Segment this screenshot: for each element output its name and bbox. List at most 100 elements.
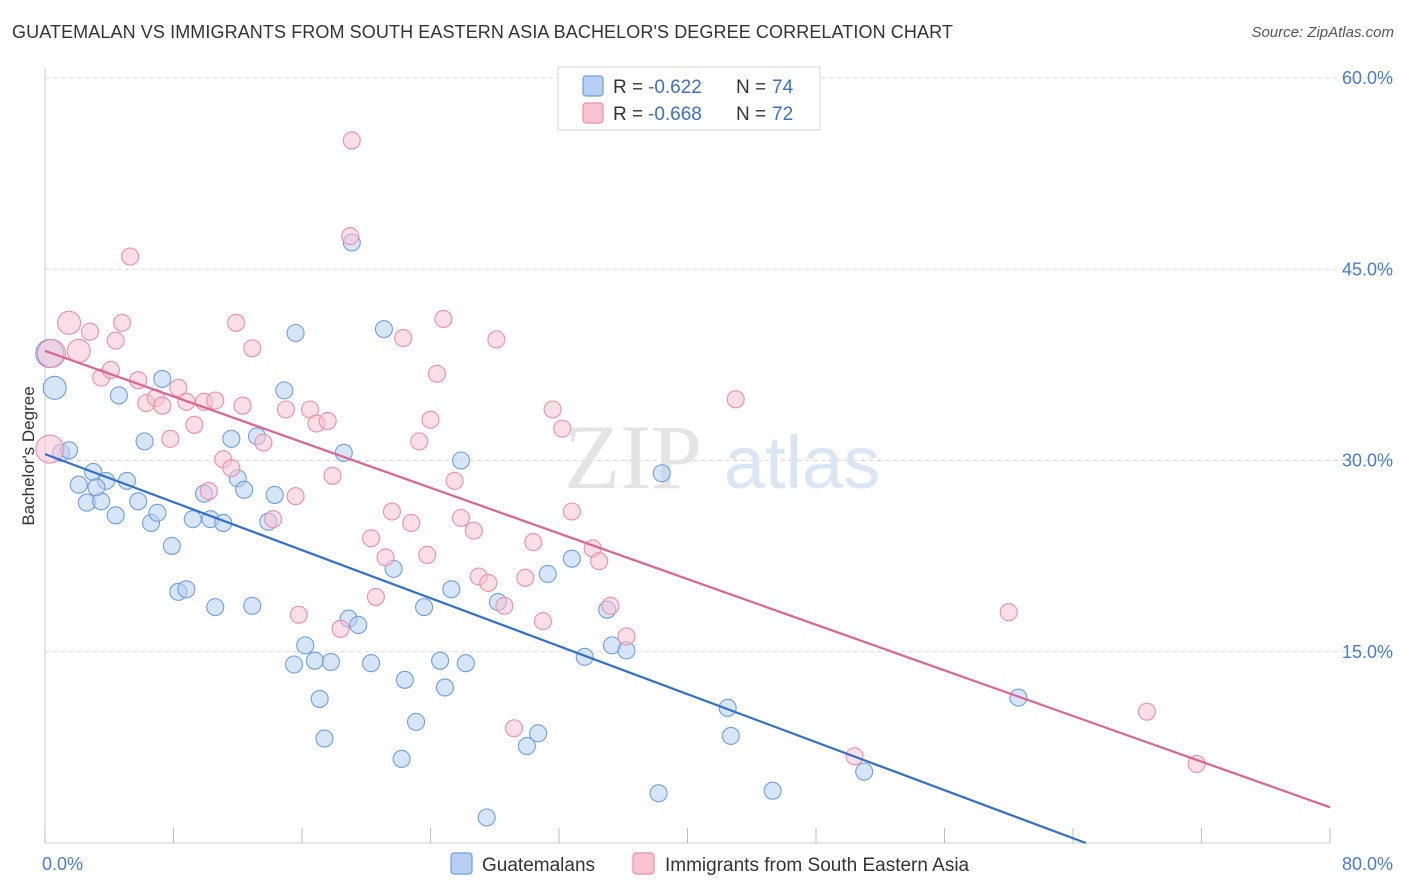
guatemalan-point-9 [106,506,125,525]
y-tick-label-3: 60.0% [1342,68,1393,88]
sea-point-39 [366,587,385,606]
guatemalan-point-53 [442,580,461,599]
guatemalan-point-45 [374,320,393,339]
guatemalan-point-58 [517,737,536,756]
sea-point-9 [121,247,140,266]
y-axis-title: Bachelor's Degree [19,386,38,525]
guatemalan-point-44 [362,654,381,673]
guatemalan-point-38 [315,729,334,748]
guatemalan-point-35 [296,636,315,655]
sea-point-38 [362,529,381,548]
sea-point-14 [161,429,180,448]
guatemalan-point-55 [456,654,475,673]
guatemalan-point-20 [183,510,202,529]
sea-point-29 [286,487,305,506]
legend-label-guatemalans: Guatemalans [482,855,595,876]
guatemalan-point-69 [721,726,740,745]
sea-point-56 [516,568,535,587]
x-tick-label-1: 80.0% [1342,854,1393,874]
guatemalan-point-32 [275,381,294,400]
guatemalan-point-23 [206,598,225,617]
guatemalan-point-60 [538,564,557,584]
series-sea-points [35,131,1206,774]
sea-point-63 [590,552,609,571]
grid-lines [45,77,1392,653]
trend-line-sea [44,349,1331,809]
sea-point-34 [323,466,342,485]
sea-point-50 [464,521,483,540]
guatemalan-point-13 [135,432,154,451]
sea-point-26 [254,433,273,452]
legend-r-label-1: R = [613,77,643,98]
sea-point-41 [382,502,402,521]
guatemalan-point-59 [529,724,548,743]
guatemalan-point-71 [855,762,874,781]
sea-point-8 [113,313,132,332]
guatemalan-point-47 [392,749,411,768]
sea-point-59 [543,400,562,419]
sea-point-7 [106,331,125,350]
sea-point-24 [233,396,252,415]
trend-lines [44,349,1331,845]
sea-point-28 [276,400,295,419]
y-tick-label-1: 30.0% [1342,451,1393,471]
legend-n-label-1: N = [736,77,766,98]
guatemalan-point-16 [153,369,172,388]
sea-point-68 [999,603,1018,622]
sea-point-36 [341,227,360,246]
guatemalan-point-52 [435,678,455,697]
sea-point-23 [227,313,246,332]
guatemalan-point-31 [265,485,284,504]
series-guatemalans-points [35,233,1028,827]
sea-point-19 [199,482,218,501]
correlation-legend: R = -0.622 N = 74 R = -0.668 N = 72 [557,66,821,131]
sea-point-43 [402,513,421,533]
sea-point-37 [342,131,361,150]
sea-point-0 [35,434,65,464]
sea-point-52 [479,573,498,592]
legend-r-value-2: -0.668 [648,104,702,125]
sea-point-40 [376,548,395,567]
sea-point-15 [169,378,188,397]
chart-title: GUATEMALAN VS IMMIGRANTS FROM SOUTH EAST… [12,22,953,42]
legend-n-value-2: 72 [772,104,793,125]
guatemalan-point-43 [349,615,368,635]
sea-point-42 [394,329,413,348]
sea-point-57 [524,533,543,552]
sea-point-33 [318,411,337,431]
source-credit: Source: ZipAtlas.com [1251,24,1394,41]
sea-point-54 [495,596,514,615]
guatemalan-point-4 [69,475,88,494]
legend-swatch-blue [582,75,604,97]
legend-n-value-1: 74 [772,77,794,98]
tick-labels: 15.0% 30.0% 45.0% 60.0% 0.0% 80.0% [42,68,1393,874]
guatemalan-point-19 [177,580,196,599]
y-tick-label-0: 15.0% [1342,642,1393,662]
sea-point-53 [487,330,506,349]
guatemalan-point-39 [321,652,340,672]
sea-point-30 [289,605,308,624]
sea-point-46 [427,364,446,383]
sea-point-58 [533,612,552,631]
sea-point-20 [206,391,225,410]
legend-r-label-2: R = [613,104,643,125]
guatemalan-point-54 [451,451,471,470]
guatemalan-point-51 [431,651,450,670]
sea-point-45 [418,545,437,564]
guatemalan-point-50 [415,598,434,617]
x-tick-label-0: 0.0% [42,854,83,874]
sea-point-25 [243,339,262,358]
guatemalan-point-1 [42,375,67,400]
sea-point-17 [185,415,204,434]
sea-point-6 [101,360,120,380]
guatemalan-point-34 [286,323,305,343]
sea-point-48 [445,471,464,490]
guatemalan-point-17 [162,536,181,555]
legend-label-sea: Immigrants from South Eastern Asia [665,855,970,876]
legend-swatch-guatemalans [450,852,473,875]
legend-swatch-pink [582,102,604,124]
guatemalan-point-15 [148,503,167,522]
guatemalan-point-12 [129,492,148,511]
guatemalan-point-37 [310,689,329,708]
